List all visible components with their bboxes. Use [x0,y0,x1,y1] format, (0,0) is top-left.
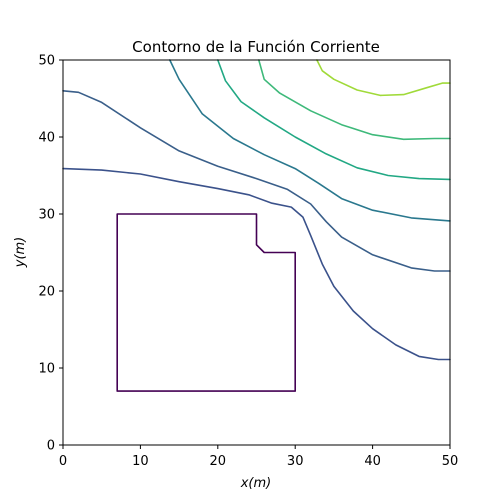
contour-line-5 [258,59,451,141]
contour-line-0 [116,213,296,392]
y-axis: 0 10 20 30 40 50 [38,54,63,454]
x-tick-label: 0 [59,454,67,469]
x-tick-label: 20 [210,454,227,469]
y-tick-label: 50 [38,54,55,69]
contour-line-3 [169,59,451,222]
chart-title: Contorno de la Función Corriente [132,38,380,56]
contour-lines [62,59,451,392]
x-tick-label: 10 [132,454,149,469]
contour-line-4 [217,59,451,181]
y-axis-label: y(m) [13,237,28,269]
y-tick-label: 30 [38,208,55,223]
x-tick-label: 30 [287,454,304,469]
contour-line-1 [62,167,451,361]
x-axis: 0 10 20 30 40 50 [59,445,458,469]
contour-line-2 [62,90,451,272]
contour-line-6 [316,59,451,97]
y-tick-label: 0 [47,439,55,454]
x-tick-label: 50 [442,454,459,469]
x-tick-label: 40 [364,454,381,469]
y-tick-label: 20 [38,285,55,300]
y-tick-label: 10 [38,362,55,377]
y-tick-label: 40 [38,131,55,146]
x-axis-label: x(m) [240,476,272,491]
plot-frame [62,59,451,446]
